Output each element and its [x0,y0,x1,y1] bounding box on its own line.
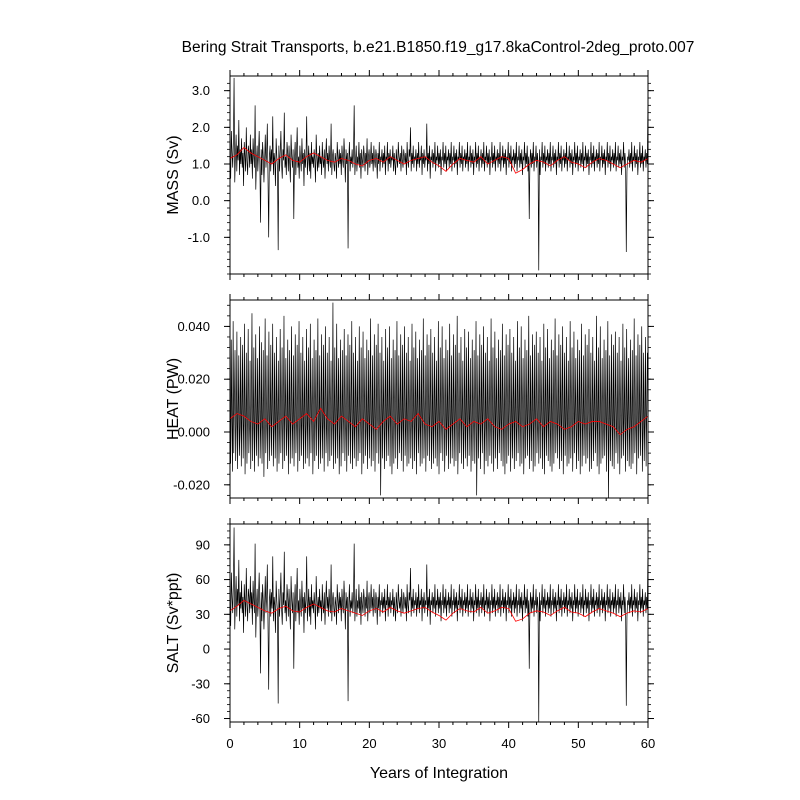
y-tick-label: 3.0 [192,83,210,98]
y-tick-label: 0.020 [177,372,210,387]
series-line-annual [230,407,648,436]
series-line-annual [230,146,648,174]
y-tick-label: 2.0 [192,120,210,135]
x-tick-label: 10 [292,736,306,751]
y-axis-title: SALT (Sv*ppt) [165,573,182,674]
x-tick-label: 40 [501,736,515,751]
y-tick-label: -30 [191,676,210,691]
x-axis-title: Years of Integration [370,765,508,782]
x-tick-label: 30 [432,736,446,751]
chart-title: Bering Strait Transports, b.e21.B1850.f1… [182,39,695,56]
y-tick-label: -0.020 [173,477,210,492]
y-tick-label: 0 [203,642,210,657]
series-line-monthly [230,527,648,722]
y-axis-title: HEAT (PW) [165,358,182,440]
x-tick-label: 60 [641,736,655,751]
x-tick-label: 50 [571,736,585,751]
x-tick-label: 20 [362,736,376,751]
y-tick-label: 0.000 [177,425,210,440]
plot-frame [229,523,649,723]
series-line-monthly [230,302,648,498]
x-tick-label: 0 [226,736,233,751]
plot-frame [229,75,649,275]
panel-salt: 0 10 20 30 40 50 60 90 60 30 0 -30 -60 SALT (Sv*ppt) [165,518,655,751]
series-line-annual [230,599,648,622]
y-tick-label: 0.0 [192,193,210,208]
series-line-monthly [230,77,648,271]
panels: 3.0 2.0 1.0 0.0 -1.0 MASS (Sv) 0.040 0.020 0.000… [165,70,655,751]
panel-mass: 3.0 2.0 1.0 0.0 -1.0 MASS (Sv) [165,70,654,280]
y-tick-label: -60 [191,711,210,726]
y-tick-label: 0.040 [177,319,210,334]
y-tick-label: -1.0 [188,230,210,245]
y-tick-label: 1.0 [192,157,210,172]
panel-heat: 0.040 0.020 0.000 -0.020 HEAT (PW) [165,294,654,504]
y-tick-label: 90 [196,537,210,552]
y-tick-label: 60 [196,572,210,587]
y-axis-title: MASS (Sv) [165,135,182,214]
y-tick-label: 30 [196,607,210,622]
